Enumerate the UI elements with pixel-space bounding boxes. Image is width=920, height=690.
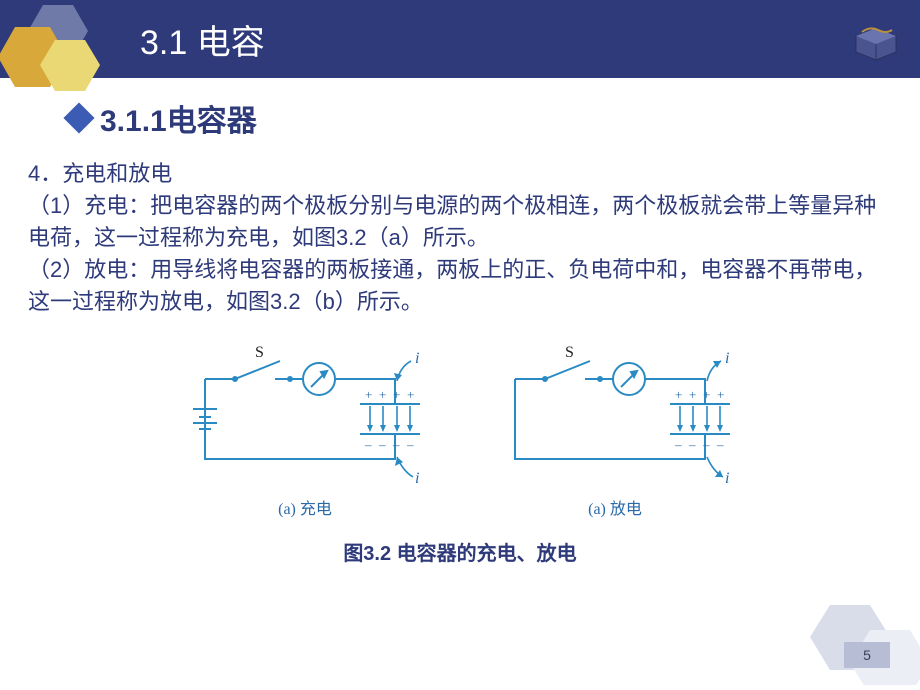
svg-text:–: –: [716, 437, 724, 452]
svg-text:S: S: [565, 344, 574, 361]
svg-text:–: –: [392, 437, 400, 452]
svg-text:–: –: [688, 437, 696, 452]
footer-hex-decoration: [800, 575, 920, 690]
page-number: 5: [844, 642, 890, 668]
svg-text:–: –: [674, 437, 682, 452]
svg-text:–: –: [406, 437, 414, 452]
svg-text:i: i: [725, 350, 729, 367]
body-heading: 4．充电和放电: [28, 158, 892, 190]
body-line-2: （2）放电：用导线将电容器的两板接通，两板上的正、负电荷中和，电容器不再带电，这…: [28, 254, 892, 318]
svg-text:+: +: [717, 387, 724, 402]
svg-text:i: i: [415, 470, 419, 487]
svg-text:+: +: [379, 387, 386, 402]
subtitle-row: 3.1.1电容器: [68, 96, 892, 140]
body-line-1: （1）充电：把电容器的两个极板分别与电源的两个极相连，两个极板就会带上等量异种电…: [28, 190, 892, 254]
svg-text:i: i: [725, 470, 729, 487]
slide-header: 3.1 电容: [0, 0, 920, 78]
figure-main-caption: 图3.2 电容器的充电、放电: [28, 537, 892, 566]
svg-text:i: i: [415, 350, 419, 367]
header-hex-decoration: [0, 5, 130, 110]
figure-a-caption: (a) 充电: [175, 495, 435, 519]
svg-text:S: S: [255, 344, 264, 361]
svg-text:–: –: [378, 437, 386, 452]
header-title: 3.1 电容: [140, 15, 265, 64]
figure-b-caption: (a) 放电: [485, 495, 745, 519]
figures-row: S i i ++++ –––– (a) 充电: [28, 339, 892, 519]
figure-b: S i i ++++ –––– (a) 放电: [485, 339, 745, 519]
svg-text:+: +: [703, 387, 710, 402]
svg-text:–: –: [702, 437, 710, 452]
slide-content: 3.1.1电容器 4．充电和放电 （1）充电：把电容器的两个极板分别与电源的两个…: [0, 78, 920, 566]
svg-text:+: +: [365, 387, 372, 402]
svg-text:+: +: [689, 387, 696, 402]
svg-text:+: +: [393, 387, 400, 402]
svg-text:+: +: [675, 387, 682, 402]
svg-text:+: +: [407, 387, 414, 402]
figure-a: S i i ++++ –––– (a) 充电: [175, 339, 435, 519]
svg-text:–: –: [364, 437, 372, 452]
logo-icon: [852, 18, 900, 62]
body-text: 4．充电和放电 （1）充电：把电容器的两个极板分别与电源的两个极相连，两个极板就…: [28, 158, 892, 317]
